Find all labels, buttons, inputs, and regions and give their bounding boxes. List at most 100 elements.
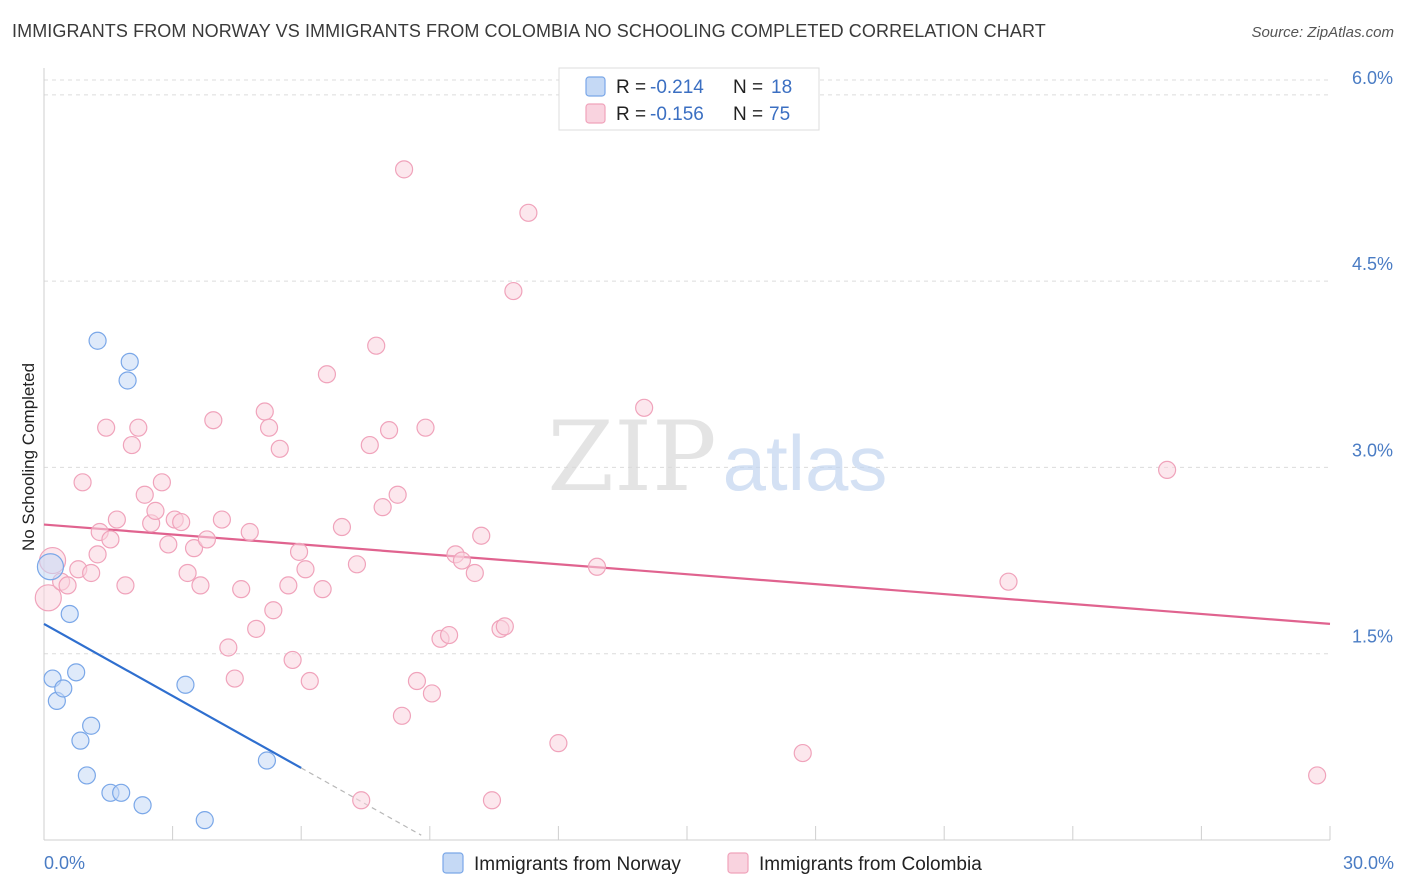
legend-swatch-colombia (585, 103, 606, 124)
colombia-point-31 (240, 522, 259, 542)
y-tick-label-3: 6.0% (1352, 68, 1393, 88)
colombia-point-29 (225, 669, 244, 688)
watermark-atlas: atlas (723, 419, 888, 507)
colombia-point-58 (439, 625, 459, 645)
colombia-point-35 (264, 601, 283, 620)
norway-point-13 (120, 352, 139, 371)
norway-point-16 (195, 811, 214, 830)
colombia-point-67 (519, 203, 538, 222)
correlation-legend: R = -0.214 N = 18 R = -0.156 N = 75 (558, 67, 820, 131)
y-tick-label-1: 3.0% (1352, 440, 1393, 460)
norway-point-14 (133, 796, 152, 815)
colombia-point-72 (999, 572, 1018, 591)
y-tick-label-2: 4.5% (1352, 254, 1393, 274)
legend-n-label-norway: N = (733, 77, 763, 98)
colombia-point-62 (472, 526, 491, 545)
colombia-point-30 (232, 580, 251, 599)
colombia-point-5 (73, 473, 92, 492)
colombia-point-39 (289, 542, 309, 561)
legend-swatch-colombia-bottom (727, 852, 749, 874)
gridlines (44, 79, 1330, 655)
colombia-point-74 (1308, 766, 1327, 785)
norway-point-12 (118, 371, 137, 390)
legend-r-label-norway: R = (616, 77, 646, 98)
colombia-point-52 (392, 706, 412, 725)
colombia-point-40 (296, 560, 315, 579)
colombia-point-32 (247, 619, 266, 638)
colombia-point-14 (129, 418, 148, 437)
x-tick-label-0: 0.0% (44, 853, 85, 873)
colombia-point-51 (388, 485, 407, 504)
colombia-point-6 (82, 563, 101, 583)
colombia-point-27 (212, 510, 231, 529)
colombia-point-26 (204, 411, 223, 430)
trend-line-0 (43, 622, 302, 769)
colombia-point-61 (465, 563, 484, 583)
colombia-point-10 (101, 530, 120, 549)
colombia-point-37 (279, 576, 298, 595)
norway-point-6 (71, 731, 90, 750)
axes (43, 68, 1331, 841)
colombia-point-48 (367, 336, 386, 355)
colombia-point-54 (407, 671, 427, 691)
x-tick-label-30: 30.0% (1343, 853, 1394, 873)
y-tick-label-0: 1.5% (1352, 627, 1393, 647)
colombia-point-53 (394, 160, 414, 179)
colombia-point-65 (495, 617, 514, 636)
legend-r-value-norway: -0.214 (650, 77, 704, 98)
colombia-point-25 (197, 530, 216, 549)
trend-lines (43, 523, 1331, 836)
colombia-point-34 (259, 418, 279, 437)
colombia-point-18 (152, 473, 171, 492)
source-credit: Source: ZipAtlas.com (1251, 24, 1394, 41)
colombia-point-41 (300, 671, 319, 691)
colombia-point-60 (452, 551, 472, 570)
colombia-point-23 (184, 539, 204, 558)
y-axis-label: No Schooling Completed (19, 363, 38, 551)
colombia-point-15 (135, 485, 154, 504)
colombia-point-21 (172, 512, 191, 532)
norway-point-3 (54, 679, 73, 698)
data-points (34, 160, 1327, 830)
colombia-point-38 (283, 650, 302, 670)
colombia-point-69 (587, 557, 607, 576)
colombia-point-50 (379, 421, 399, 440)
colombia-point-7 (88, 545, 107, 564)
colombia-point-19 (159, 535, 178, 554)
colombia-point-28 (219, 638, 238, 657)
colombia-point-42 (313, 580, 332, 599)
legend-r-label-colombia: R = (616, 104, 646, 125)
legend-label-norway: Immigrants from Norway (474, 854, 681, 875)
colombia-point-56 (422, 684, 442, 703)
colombia-point-0 (34, 584, 62, 612)
colombia-point-33 (255, 402, 274, 421)
colombia-point-46 (352, 791, 371, 810)
watermark-zip: ZIP (547, 401, 716, 513)
colombia-point-70 (635, 398, 654, 417)
colombia-point-49 (373, 498, 392, 517)
colombia-point-11 (107, 510, 126, 529)
colombia-point-73 (1158, 460, 1177, 480)
colombia-point-12 (116, 576, 135, 595)
legend-swatch-norway-bottom (442, 852, 464, 874)
colombia-point-68 (549, 734, 568, 753)
colombia-point-22 (178, 563, 197, 583)
norway-point-4 (60, 604, 79, 624)
norway-point-9 (88, 331, 107, 350)
colombia-point-3 (58, 576, 77, 595)
norway-point-17 (257, 751, 277, 770)
norway-point-15 (176, 675, 195, 694)
trend-line-extension-0 (300, 767, 422, 836)
x-tick-labels: 0.0% 30.0% (44, 853, 1394, 873)
legend-n-label-colombia: N = (733, 104, 763, 125)
norway-point-8 (82, 716, 101, 735)
legend-label-colombia: Immigrants from Colombia (759, 854, 982, 875)
colombia-point-24 (191, 576, 210, 595)
colombia-point-47 (360, 435, 379, 455)
colombia-point-36 (270, 439, 289, 458)
colombia-point-17 (146, 501, 165, 520)
colombia-point-71 (793, 743, 812, 763)
legend-n-value-norway: 18 (771, 77, 792, 98)
norway-point-0 (36, 553, 65, 581)
colombia-point-44 (332, 517, 352, 537)
